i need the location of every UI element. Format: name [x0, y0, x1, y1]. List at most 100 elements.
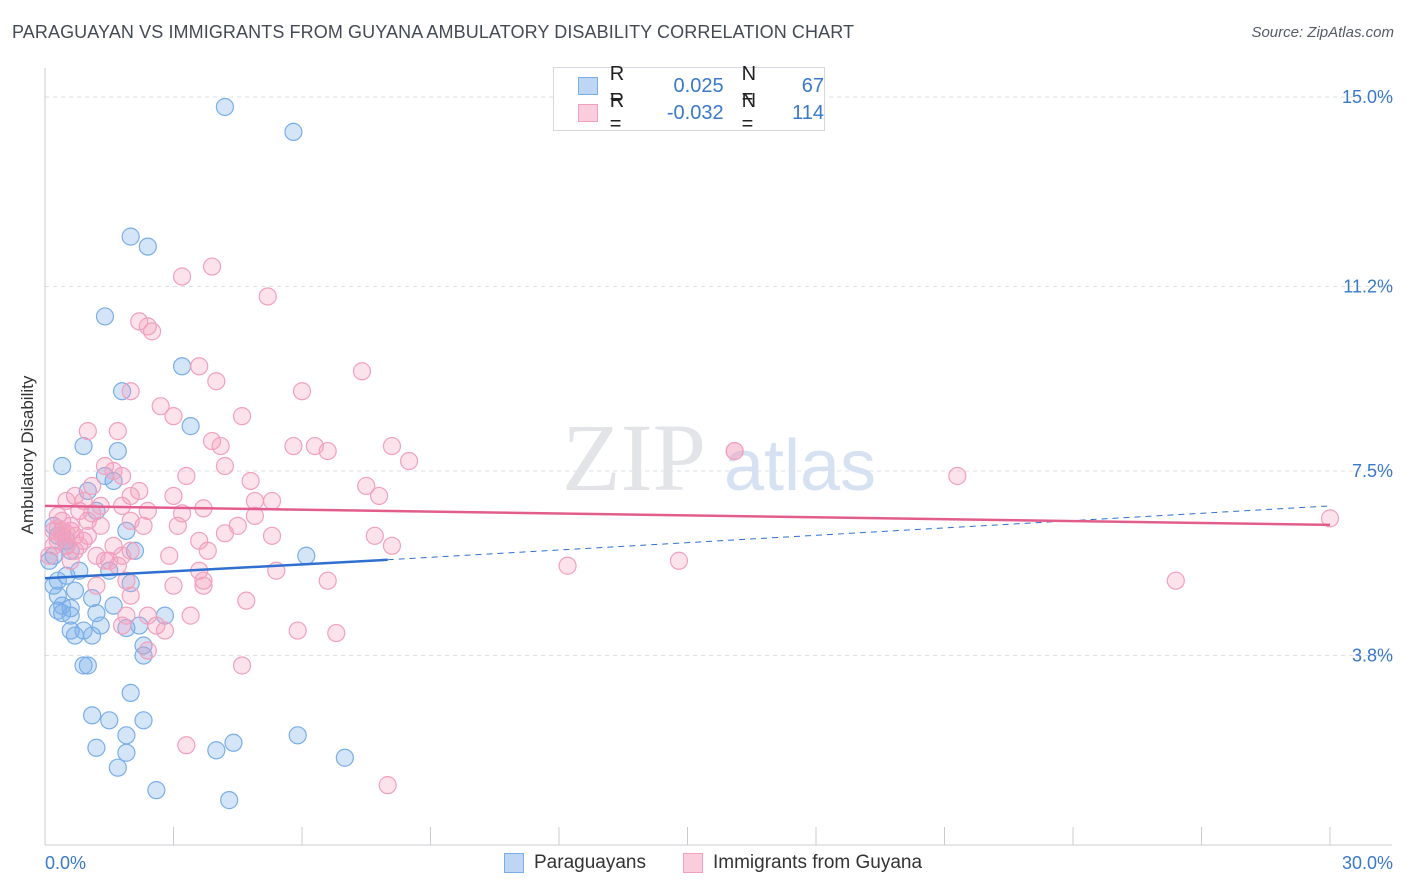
point-guyana-3 — [130, 312, 149, 331]
x-tick-label-min: 0.0% — [45, 853, 86, 873]
point-guyana-76 — [117, 571, 136, 590]
point-paraguayans-55 — [335, 748, 354, 767]
point-guyana-5 — [138, 317, 157, 336]
point-guyana-1 — [172, 267, 192, 286]
point-paraguayans-7 — [181, 417, 200, 436]
point-guyana-85 — [237, 591, 256, 610]
point-paraguayans-2 — [121, 227, 140, 246]
y-tick-label-2: 11.2% — [1343, 276, 1393, 296]
point-paraguayans-57 — [147, 781, 166, 800]
legend-r-label: R = — [609, 63, 625, 108]
point-guyana-21 — [382, 436, 402, 456]
legend-r-value-paraguayans: 0.025 — [673, 74, 724, 97]
point-guyana-106 — [121, 511, 140, 530]
point-paraguayans-3 — [138, 237, 157, 256]
point-guyana-16 — [202, 431, 222, 451]
legend-n-value-paraguayans: 67 — [801, 74, 824, 97]
legend-item-guyana[interactable]: Immigrants from Guyana — [683, 852, 922, 874]
point-paraguayans-9 — [108, 441, 127, 461]
point-paraguayans-54 — [207, 741, 226, 760]
point-guyana-25 — [95, 456, 115, 476]
point-guyana-74 — [194, 571, 213, 590]
point-guyana-77 — [164, 576, 183, 595]
point-guyana-18 — [284, 436, 303, 456]
point-guyana-71 — [160, 546, 179, 565]
point-paraguayans-62 — [91, 616, 110, 635]
point-paraguayans-66 — [61, 621, 80, 640]
point-guyana-105 — [95, 551, 115, 570]
point-paraguayans-10 — [53, 456, 72, 476]
point-guyana-20 — [318, 441, 337, 461]
point-guyana-102 — [44, 536, 63, 555]
legend-label-paraguayans: Paraguayans — [534, 852, 646, 873]
point-paraguayans-45 — [121, 683, 140, 703]
point-guyana-81 — [669, 551, 689, 570]
point-guyana-8 — [207, 372, 226, 391]
watermark-atlas: atlas — [724, 426, 876, 506]
point-paraguayans-53 — [117, 743, 136, 762]
point-guyana-35 — [164, 486, 183, 506]
point-guyana-60 — [382, 536, 402, 555]
point-guyana-91 — [155, 621, 175, 640]
legend-swatch-pink — [578, 104, 598, 122]
point-guyana-68 — [61, 551, 80, 570]
point-guyana-9 — [121, 382, 140, 401]
point-guyana-83 — [1320, 509, 1340, 528]
watermark-zip: ZIP — [562, 404, 706, 511]
point-guyana-49 — [91, 516, 110, 535]
point-guyana-87 — [147, 616, 166, 635]
point-paraguayans-58 — [220, 791, 239, 810]
point-guyana-10 — [292, 382, 312, 401]
legend-r-label: R = — [609, 90, 625, 135]
point-paraguayans-38 — [74, 621, 93, 640]
point-paraguayans-32 — [104, 596, 123, 615]
point-paraguayans-48 — [134, 711, 153, 730]
legend-r-value-guyana: -0.032 — [666, 101, 724, 124]
trendline-paraguayans-extension — [387, 505, 1331, 561]
correlation-legend: R = 0.025 N = 67 R = -0.032 N = 114 — [553, 63, 825, 135]
point-guyana-30 — [357, 476, 376, 496]
point-guyana-15 — [78, 422, 97, 441]
point-guyana-82 — [1166, 571, 1185, 590]
point-paraguayans-4 — [95, 307, 115, 326]
point-paraguayans-65 — [44, 546, 63, 565]
point-paraguayans-36 — [61, 606, 80, 625]
point-guyana-89 — [117, 606, 136, 625]
point-paraguayans-56 — [108, 758, 127, 777]
point-guyana-111 — [65, 541, 85, 560]
point-guyana-22 — [399, 451, 419, 471]
point-guyana-78 — [194, 576, 213, 595]
point-paraguayans-46 — [83, 706, 102, 725]
point-guyana-66 — [121, 541, 140, 560]
point-guyana-104 — [83, 504, 102, 523]
point-guyana-24 — [112, 466, 132, 486]
point-guyana-31 — [370, 486, 389, 506]
point-guyana-12 — [164, 407, 183, 426]
point-guyana-108 — [112, 546, 132, 565]
point-guyana-114 — [198, 541, 217, 560]
point-paraguayans-12 — [104, 471, 123, 491]
point-paraguayans-44 — [74, 656, 93, 675]
point-guyana-17 — [211, 436, 230, 456]
point-guyana-112 — [48, 519, 67, 538]
point-paraguayans-50 — [288, 726, 307, 745]
point-guyana-92 — [288, 621, 307, 640]
point-guyana-99 — [725, 441, 744, 461]
point-guyana-37 — [65, 486, 85, 506]
point-paraguayans-59 — [78, 656, 97, 675]
point-guyana-14 — [108, 422, 127, 441]
point-paraguayans-26 — [65, 581, 85, 600]
point-guyana-96 — [177, 736, 196, 755]
point-guyana-11 — [151, 397, 170, 416]
legend-n-value-guyana: 114 — [792, 101, 824, 124]
legend-row-guyana: R = -0.032 N = 114 — [578, 90, 824, 135]
point-guyana-115 — [57, 524, 76, 543]
point-paraguayans-49 — [117, 726, 136, 745]
legend-item-paraguayans[interactable]: Paraguayans — [504, 852, 646, 874]
legend-swatch-blue — [504, 853, 524, 873]
point-guyana-90 — [181, 606, 200, 625]
point-guyana-29 — [241, 471, 260, 491]
legend-swatch-blue — [578, 77, 598, 95]
point-paraguayans-5 — [172, 357, 192, 376]
